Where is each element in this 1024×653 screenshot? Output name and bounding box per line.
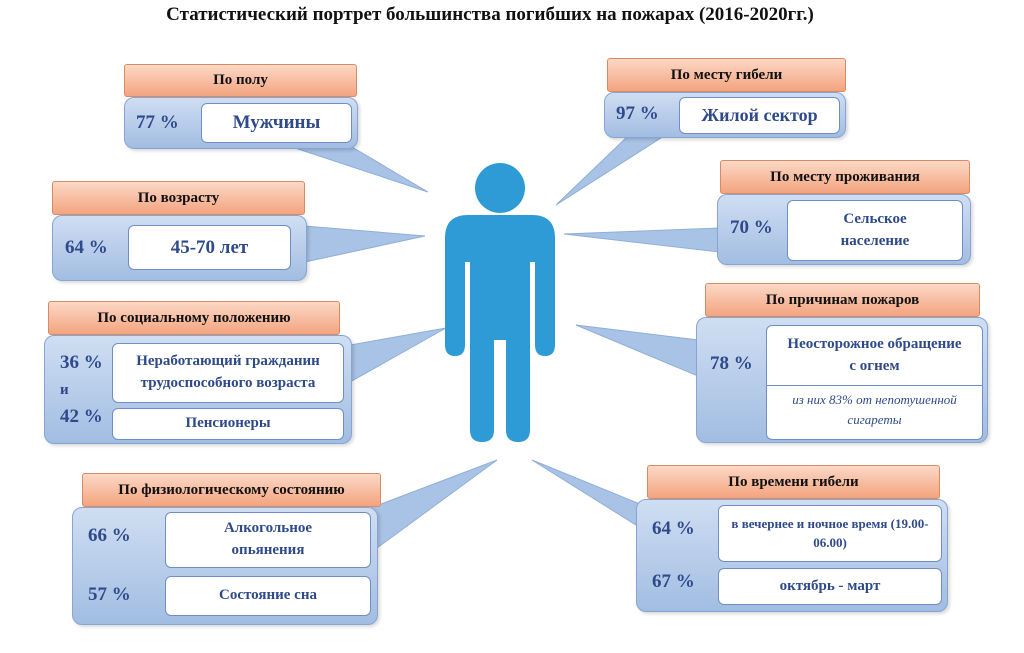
stat-box: Пенсионеры xyxy=(112,408,344,440)
stat-box: Сельское население xyxy=(787,200,963,261)
percent: 42 % xyxy=(60,406,103,427)
panel-header: По социальному положению xyxy=(48,301,340,335)
title: Статистический портрет большинства погиб… xyxy=(166,4,814,25)
panel-header: По месту проживания xyxy=(720,160,970,194)
stat-text: Неосторожное обращение с огнем xyxy=(767,326,982,386)
stat-box: Неработающий гражданин трудоспособного в… xyxy=(112,343,344,403)
stat-box: в вечернее и ночное время (19.00-06.00) xyxy=(718,505,942,562)
percent: 64 % xyxy=(652,518,695,539)
stat-box: 45-70 лет xyxy=(128,225,291,270)
panel-header: По месту гибели xyxy=(607,58,846,92)
percent: 36 % xyxy=(60,352,103,373)
pointer xyxy=(349,327,447,383)
conjunction: и xyxy=(60,382,69,398)
pointer xyxy=(555,135,666,206)
person-body xyxy=(445,215,555,442)
stat-box: Мужчины xyxy=(201,103,352,143)
stat-box: Жилой сектор xyxy=(679,97,840,134)
percent: 66 % xyxy=(88,525,131,546)
panel-header: По физиологическому состоянию xyxy=(82,473,381,507)
pointer xyxy=(575,324,699,377)
percent: 78 % xyxy=(710,353,753,374)
panel-header: По причинам пожаров xyxy=(705,283,980,317)
percent: 67 % xyxy=(652,571,695,592)
pointer xyxy=(304,225,426,263)
percent: 57 % xyxy=(88,584,131,605)
panel-header: По времени гибели xyxy=(647,465,940,499)
panel-header: По полу xyxy=(124,64,357,97)
stat-note: из них 83% от непотушенной сигареты xyxy=(792,392,957,427)
percent: 77 % xyxy=(136,112,179,133)
percent: 64 % xyxy=(65,237,108,258)
pointer xyxy=(291,146,429,193)
stat-box: октябрь - март xyxy=(718,568,942,605)
stat-box: Состояние сна xyxy=(165,576,371,616)
pointers xyxy=(291,135,720,549)
panel-header: По возрасту xyxy=(52,181,305,215)
percent: 70 % xyxy=(730,217,773,238)
percent: 97 % xyxy=(616,103,659,124)
stat-box: Неосторожное обращение с огнем из них 83… xyxy=(766,325,983,440)
pointer xyxy=(563,227,720,253)
stat-box: Алкогольное опьянения xyxy=(165,512,371,568)
person-head xyxy=(475,163,525,213)
